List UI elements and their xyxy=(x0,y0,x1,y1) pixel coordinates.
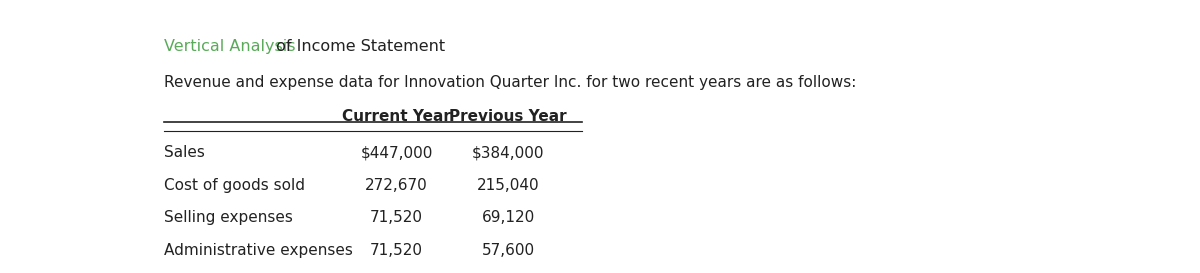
Text: Selling expenses: Selling expenses xyxy=(164,210,293,225)
Text: 57,600: 57,600 xyxy=(481,243,535,258)
Text: Sales: Sales xyxy=(164,145,205,160)
Text: Vertical Analysis: Vertical Analysis xyxy=(164,39,295,54)
Text: 69,120: 69,120 xyxy=(481,210,535,225)
Text: 272,670: 272,670 xyxy=(365,178,428,193)
Text: Previous Year: Previous Year xyxy=(449,109,566,124)
Text: $447,000: $447,000 xyxy=(360,145,433,160)
Text: Administrative expenses: Administrative expenses xyxy=(164,243,353,258)
Text: Cost of goods sold: Cost of goods sold xyxy=(164,178,305,193)
Text: Current Year: Current Year xyxy=(342,109,451,124)
Text: 71,520: 71,520 xyxy=(370,210,422,225)
Text: Revenue and expense data for Innovation Quarter Inc. for two recent years are as: Revenue and expense data for Innovation … xyxy=(164,75,857,90)
Text: $384,000: $384,000 xyxy=(472,145,545,160)
Text: 215,040: 215,040 xyxy=(476,178,539,193)
Text: of Income Statement: of Income Statement xyxy=(271,39,445,54)
Text: 71,520: 71,520 xyxy=(370,243,422,258)
